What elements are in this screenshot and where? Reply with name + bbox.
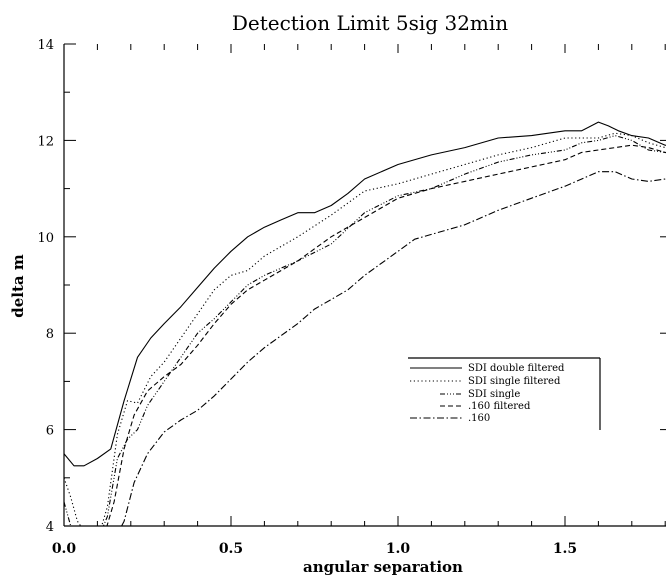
series-line-2 xyxy=(64,132,666,526)
y-tick-label: 6 xyxy=(46,424,54,439)
legend-label-1: SDI double filtered xyxy=(468,363,565,374)
y-tick-label: 12 xyxy=(37,134,54,149)
chart-title: Detection Limit 5sig 32min xyxy=(232,11,508,35)
axis-ticks xyxy=(63,43,666,527)
series-line-5 xyxy=(120,171,666,526)
legend-label-3: SDI single xyxy=(468,389,520,400)
legend-label-2: SDI single filtered xyxy=(468,376,561,387)
x-axis-label: angular separation xyxy=(303,558,463,576)
x-tick-label: 1.0 xyxy=(386,541,411,557)
y-tick-label: 10 xyxy=(37,231,54,246)
series-line-4 xyxy=(64,144,666,526)
y-tick-label: 8 xyxy=(46,327,54,342)
legend-label-4: .160 filtered xyxy=(468,401,531,412)
y-tick-label: 4 xyxy=(46,520,54,535)
series-line-3 xyxy=(64,135,666,526)
y-tick-label: 14 xyxy=(37,38,54,53)
legend: SDI double filtered SDI single filtered SD… xyxy=(408,357,601,430)
x-tick-label: 0.0 xyxy=(52,541,77,557)
tick-labels: 4 6 8 10 12 14 0.0 0.5 1.0 1.5 xyxy=(37,38,577,557)
series-line-1 xyxy=(64,121,666,467)
plot-frame xyxy=(63,44,666,527)
series-lines xyxy=(64,121,666,526)
legend-items: SDI double filtered SDI single filtered SD… xyxy=(410,363,565,424)
y-axis-label: delta m xyxy=(9,254,27,318)
x-tick-label: 1.5 xyxy=(553,541,577,557)
x-tick-label: 0.5 xyxy=(219,541,243,557)
legend-label-5: .160 xyxy=(468,413,490,424)
